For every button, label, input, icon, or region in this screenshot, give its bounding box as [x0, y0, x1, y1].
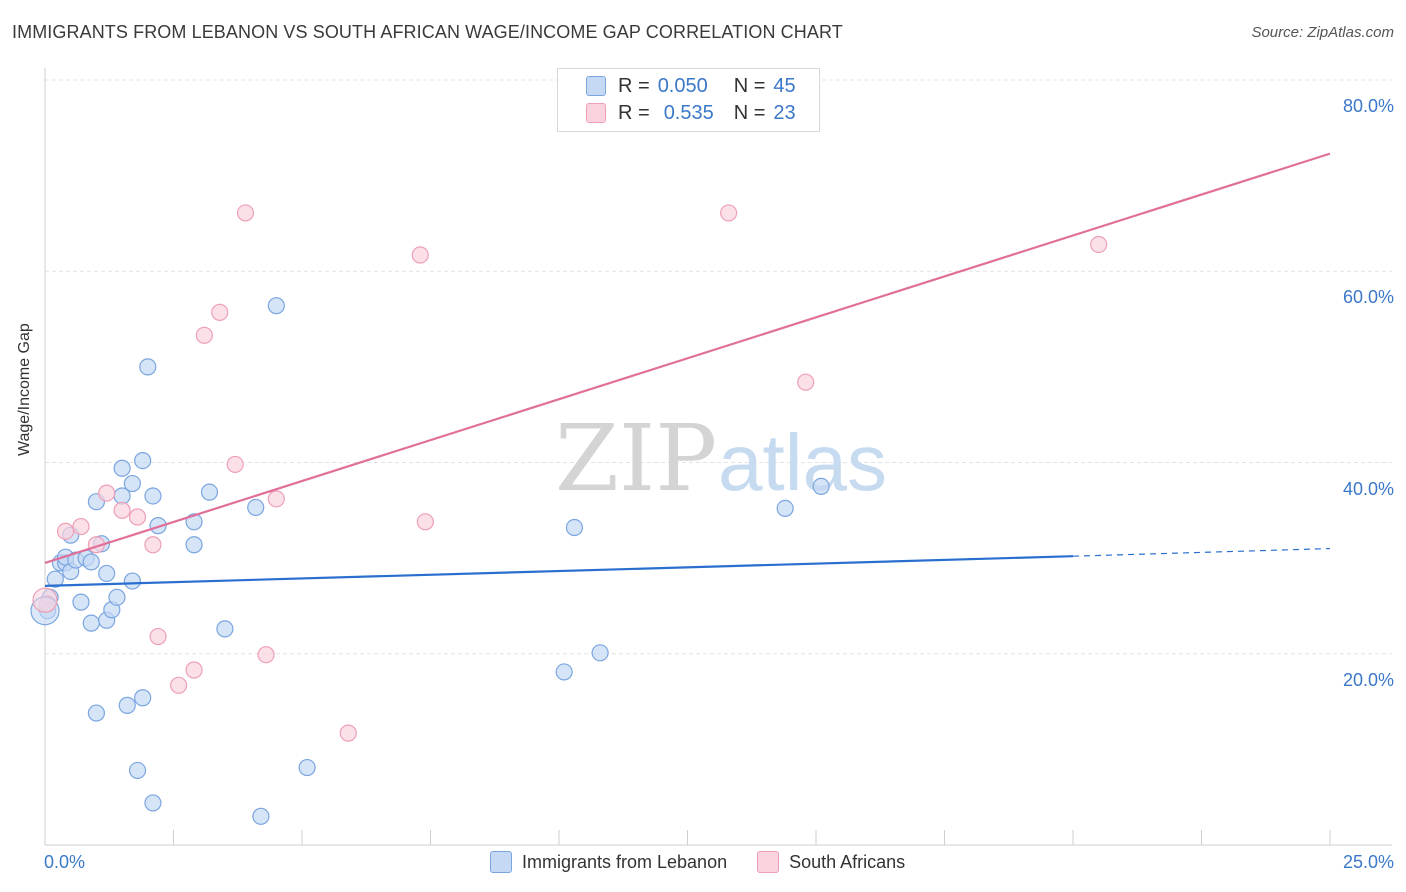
south-african-point: [797, 373, 815, 391]
lebanon-point: [123, 474, 141, 493]
n-value: 23: [773, 101, 796, 124]
lebanon-point: [247, 498, 265, 517]
lebanon-point: [555, 663, 573, 681]
south-african-point: [144, 536, 162, 554]
legend-label-lebanon: Immigrants from Lebanon: [522, 851, 728, 872]
watermark: ZIP atlas: [555, 405, 887, 512]
r-label: R =: [618, 74, 650, 97]
south-african-point: [1090, 235, 1108, 254]
y-tick-label: 20.0%: [1342, 669, 1394, 690]
n-label: N =: [733, 101, 766, 124]
south-african-point: [185, 661, 203, 679]
lebanon-point: [267, 297, 285, 315]
legend-row-south-africans: R = 0.535 N = 23: [586, 101, 796, 125]
south-african-point: [56, 522, 75, 540]
south-african-point: [257, 646, 275, 664]
south-african-point: [339, 724, 357, 742]
legend-item-lebanon: Immigrants from Lebanon: [490, 851, 727, 873]
axes: [44, 68, 1392, 846]
lebanon-point: [776, 499, 794, 517]
lebanon-point: [252, 807, 270, 825]
r-value: 0.050: [657, 74, 708, 97]
lebanon-point: [149, 517, 167, 535]
lebanon-point: [128, 761, 147, 780]
south-african-point: [211, 303, 229, 321]
watermark-zip: ZIP: [555, 405, 717, 512]
y-tick-label: 60.0%: [1342, 287, 1394, 308]
south-african-point: [72, 517, 90, 536]
legend-item-south-africans: South Africans: [757, 851, 905, 873]
south-african-point: [98, 484, 116, 502]
south-african-point: [226, 455, 244, 474]
correlation-legend: R = 0.050 N = 45 R = 0.535 N = 23: [557, 68, 820, 132]
source-label: Source: ZipAtlas.com: [1251, 24, 1394, 41]
south-african-point: [236, 204, 255, 222]
south-african-point: [720, 204, 738, 222]
lebanon-point: [591, 644, 609, 662]
lebanon-point: [144, 794, 162, 812]
legend-swatch-blue: [586, 76, 606, 96]
r-label: R =: [618, 101, 650, 124]
n-label: N =: [733, 74, 766, 97]
lebanon-point: [139, 358, 157, 376]
south-african-point: [170, 676, 188, 694]
lebanon-point: [72, 593, 90, 611]
data-points: [30, 204, 1108, 825]
legend-swatch-pink: [757, 851, 780, 873]
legend-row-lebanon: R = 0.050 N = 45: [586, 74, 796, 98]
lebanon-point: [118, 696, 136, 714]
south-african-point: [267, 490, 285, 508]
south-africans-trend-line: [44, 152, 1331, 564]
grid-lines: [45, 79, 1392, 655]
x-tick-label-min: 0.0%: [44, 852, 86, 872]
n-value: 45: [773, 74, 796, 97]
lebanon-point: [46, 570, 64, 588]
legend-label-south-africans: South Africans: [789, 851, 906, 872]
lebanon-trend-extension: [1072, 547, 1331, 557]
y-tick-label: 80.0%: [1342, 96, 1394, 116]
lebanon-point: [98, 564, 116, 583]
south-african-point-large: [32, 587, 58, 613]
lebanon-point: [82, 553, 100, 571]
r-value: 0.535: [663, 101, 714, 124]
chart-title: IMMIGRANTS FROM LEBANON VS SOUTH AFRICAN…: [12, 22, 843, 42]
lebanon-point: [134, 451, 152, 470]
lebanon-point: [108, 588, 126, 606]
watermark-atlas: atlas: [718, 418, 887, 507]
south-african-point: [113, 501, 131, 519]
south-african-point: [149, 627, 167, 646]
series-legend: Immigrants from Lebanon South Africans: [490, 851, 935, 873]
south-african-point: [195, 326, 213, 344]
y-tick-label: 40.0%: [1342, 478, 1394, 499]
lebanon-point: [82, 614, 100, 632]
lebanon-point: [134, 689, 152, 707]
lebanon-point: [200, 483, 219, 501]
x-tick-label-max: 25.0%: [1342, 852, 1394, 872]
south-african-point: [416, 513, 434, 531]
lebanon-point: [298, 758, 316, 777]
lebanon-point: [216, 620, 234, 638]
lebanon-point: [185, 536, 203, 554]
lebanon-point: [812, 477, 830, 496]
legend-swatch-pink: [586, 103, 606, 123]
lebanon-point: [113, 459, 131, 477]
south-african-point: [128, 508, 147, 526]
lebanon-point: [123, 572, 141, 590]
lebanon-point: [87, 704, 106, 722]
legend-swatch-blue: [490, 851, 512, 873]
lebanon-point: [144, 487, 162, 505]
lebanon-trend-line: [44, 555, 1074, 587]
trend-lines: [44, 152, 1331, 587]
south-african-point: [411, 246, 429, 264]
lebanon-point: [565, 518, 584, 537]
